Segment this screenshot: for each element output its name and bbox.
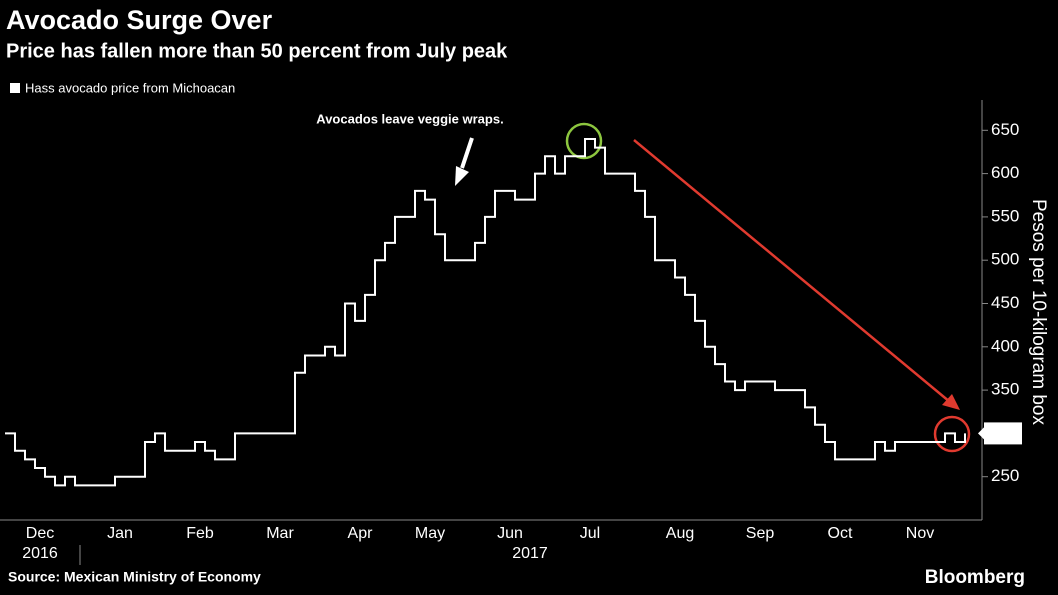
year-label: 2017 (512, 545, 548, 562)
trend-arrowhead (942, 394, 960, 410)
value-label-box (984, 422, 1022, 445)
source: Source: Mexican Ministry of Economy (8, 569, 261, 585)
y-tick-label: 350 (991, 380, 1019, 399)
x-tick-label: Oct (828, 525, 853, 542)
legend-label: Hass avocado price from Michoacan (25, 80, 235, 95)
x-tick-label: Apr (348, 525, 374, 542)
price-line (5, 137, 966, 487)
x-tick-label: Sep (746, 525, 775, 542)
x-tick-label: Mar (266, 525, 294, 542)
trend-arrow (633, 139, 951, 403)
chart-title: Avocado Surge Over (6, 5, 273, 35)
chart-subtitle: Price has fallen more than 50 percent fr… (6, 40, 508, 62)
y-tick-label: 250 (991, 466, 1019, 485)
brand: Bloomberg (925, 567, 1025, 588)
y-tick-label: 550 (991, 206, 1019, 225)
value-label: 300 (989, 423, 1017, 442)
y-tick-label: 400 (991, 336, 1019, 355)
x-tick-label: Jul (580, 525, 600, 542)
y-tick-label: 600 (991, 163, 1019, 182)
annotation-arrowhead (455, 166, 469, 186)
x-tick-label: Aug (666, 525, 694, 542)
x-tick-label: Jun (497, 525, 523, 542)
x-tick-label: May (415, 525, 445, 542)
y-tick-label: 450 (991, 293, 1019, 312)
end-circle (933, 415, 971, 453)
year-label: 2016 (22, 545, 58, 562)
value-label-pointer (978, 427, 984, 440)
y-axis-label: Pesos per 10-kilogram box (1028, 199, 1049, 425)
annotation: Avocados leave veggie wraps. (316, 111, 503, 126)
x-tick-label: Dec (26, 525, 54, 542)
peak-circle (565, 122, 603, 160)
x-tick-label: Feb (186, 525, 214, 542)
x-tick-label: Nov (906, 525, 934, 542)
legend-swatch (10, 83, 20, 93)
annotation-arrow (460, 137, 474, 169)
x-tick-label: Jan (107, 525, 133, 542)
y-tick-label: 650 (991, 120, 1019, 139)
y-tick-label: 500 (991, 250, 1019, 269)
